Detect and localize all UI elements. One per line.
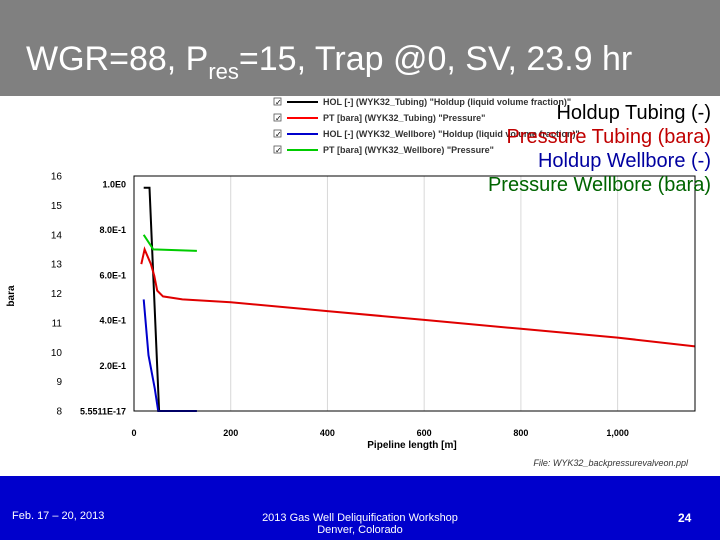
x-axis-label: Pipeline length [m]: [367, 440, 456, 451]
y-right-tick-label: 8.0E-1: [99, 225, 126, 235]
footer-workshop: 2013 Gas Well Deliquification Workshop De…: [244, 512, 476, 536]
y-right-tick-label: 4.0E-1: [99, 316, 126, 326]
file-label: File: WYK32_backpressurevalveon.ppl: [533, 458, 689, 468]
legend-entry-label: PT [bara] (WYK32_Tubing) "Pressure": [323, 113, 485, 123]
series-line-4: [142, 234, 197, 252]
y-left-tick-label: 8: [56, 407, 62, 418]
series-line-3: [142, 299, 197, 412]
y-right-tick-label: 1.0E0: [102, 180, 126, 190]
x-tick-label: 200: [223, 428, 238, 438]
y-right-tick-label: 5.5511E-17: [80, 407, 126, 417]
legend-checkbox: [273, 113, 282, 122]
footer-workshop-line1: 2013 Gas Well Deliquification Workshop: [262, 512, 458, 524]
legend-check-mark: ✓: [275, 114, 282, 123]
x-tick-label: 600: [417, 428, 432, 438]
legend-checkbox: [273, 97, 282, 106]
title-subscript: res: [208, 59, 239, 84]
legend-check-mark: ✓: [275, 146, 282, 155]
y-right-tick-label: 2.0E-1: [99, 361, 126, 371]
x-tick-label: 1,000: [606, 428, 629, 438]
y-left-tick-label: 10: [51, 348, 63, 359]
footer-page-number: 24: [678, 511, 692, 525]
footer-date: Feb. 17 – 20, 2013: [12, 510, 105, 522]
overlay-label-3: Holdup Wellbore (-): [537, 150, 711, 172]
y-left-tick-label: 13: [51, 260, 63, 271]
y-axis-label: bara: [6, 285, 17, 307]
series-line-2: [140, 246, 696, 348]
legend-entry-label: PT [bara] (WYK32_Wellbore) "Pressure": [323, 145, 494, 155]
x-tick-label: 400: [320, 428, 335, 438]
overlay-label-2: Pressure Tubing (bara): [506, 126, 711, 148]
y-left-tick-label: 11: [52, 318, 63, 329]
y-left-tick-label: 14: [51, 230, 63, 241]
title-bar: WGR=88, Pres=15, Trap @0, SV, 23.9 hr: [0, 0, 720, 96]
overlay-label-4: Pressure Wellbore (bara): [487, 174, 711, 196]
legend-checkbox: [273, 145, 282, 154]
y-left-tick-label: 9: [56, 377, 62, 388]
y-left-tick-label: 12: [51, 289, 63, 300]
footer-workshop-line2: Denver, Colorado: [317, 524, 403, 536]
title-main: WGR=88, P: [26, 40, 209, 78]
legend-checkbox: [273, 129, 282, 138]
ticks: 0 200 400 600 800 1,000 16 15 14 13 12 11 10 9 8 1.0E0 8…: [51, 172, 629, 439]
overlay-label-1: Holdup Tubing (-): [556, 102, 711, 124]
legend-check-mark: ✓: [275, 98, 282, 107]
x-tick-label: 0: [131, 428, 136, 438]
legend: ✓ HOL [-] (WYK32_Tubing) "Holdup (liquid …: [273, 97, 580, 155]
y-left-tick-label: 15: [51, 201, 63, 212]
series-group: [140, 186, 696, 412]
footer: Feb. 17 – 20, 2013 2013 Gas Well Deliqui…: [0, 476, 720, 540]
y-left-tick-label: 16: [51, 172, 63, 183]
legend-check-mark: ✓: [275, 130, 282, 139]
chart: ✓ HOL [-] (WYK32_Tubing) "Holdup (liquid …: [6, 97, 696, 468]
x-tick-label: 800: [513, 428, 528, 438]
plot-frame: [133, 175, 696, 412]
grid: [133, 176, 619, 411]
legend-entry-label: HOL [-] (WYK32_Wellbore) "Holdup (liquid…: [323, 129, 580, 139]
title-rest: =15, Trap @0, SV, 23.9 hr: [238, 40, 633, 78]
legend-entry-label: HOL [-] (WYK32_Tubing) "Holdup (liquid v…: [323, 97, 571, 107]
series-line-1: [143, 186, 169, 412]
slide-title: WGR=88, Pres=15, Trap @0, SV, 23.9 hr: [26, 40, 632, 85]
y-right-tick-label: 6.0E-1: [99, 270, 126, 280]
